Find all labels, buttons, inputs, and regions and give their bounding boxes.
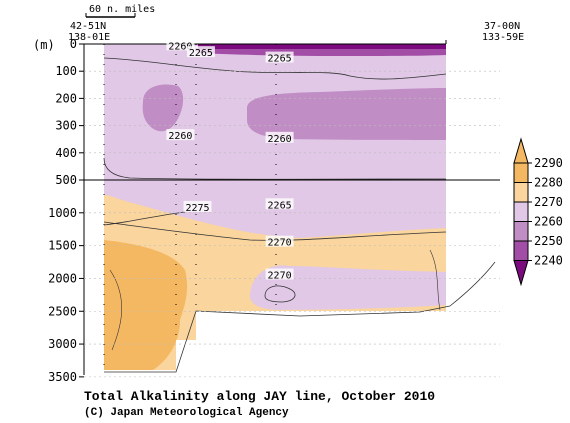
depth-tick-label-3000: 3000 bbox=[48, 337, 77, 351]
end-latitude: 37-00N bbox=[484, 21, 520, 32]
surface-low-band bbox=[195, 47, 446, 56]
contour-label-6: 2275 bbox=[183, 200, 212, 214]
depth-tick-label-500: 500 bbox=[55, 173, 77, 187]
upper-panel bbox=[103, 44, 447, 180]
svg-text:2270: 2270 bbox=[268, 238, 292, 249]
low-alkalinity-deep-lens bbox=[250, 265, 446, 310]
seafloor-mask-east bbox=[196, 311, 450, 375]
contour-2275-lower bbox=[103, 211, 186, 226]
seafloor-outline bbox=[104, 261, 496, 373]
contour-label-5: 2260 bbox=[265, 131, 294, 145]
depth-tick-label-200: 200 bbox=[55, 91, 77, 105]
seafloor-mask-west bbox=[176, 340, 200, 375]
contour-2265-upper bbox=[103, 57, 447, 80]
contour-2265-lower bbox=[103, 221, 447, 241]
contour-deep-1 bbox=[109, 269, 122, 351]
axes: 0 100 200 300 400 500 1000 1500 2000 2500 3000 3500 bbox=[48, 37, 500, 384]
contour-label-3: 2265 bbox=[265, 51, 294, 65]
contour-2270-upper bbox=[103, 157, 447, 180]
contour-label-1: 2260 bbox=[166, 39, 195, 52]
depth-tick-label-100: 100 bbox=[55, 64, 77, 78]
svg-text:2265: 2265 bbox=[189, 48, 213, 59]
depth-tick-label-0: 0 bbox=[70, 37, 77, 51]
colorbar: 2290 2280 2270 2260 2250 2240 bbox=[513, 137, 563, 287]
colorbar-label-2260: 2260 bbox=[534, 215, 563, 229]
colorbar-band-2 bbox=[513, 182, 529, 203]
svg-text:2265: 2265 bbox=[268, 200, 292, 211]
depth-tick-label-3500: 3500 bbox=[48, 370, 77, 384]
colorbar-label-2290: 2290 bbox=[534, 156, 563, 170]
contour-deep-2 bbox=[429, 249, 441, 311]
depth-tick-label-1500: 1500 bbox=[48, 239, 77, 253]
svg-text:2260: 2260 bbox=[168, 41, 192, 52]
high-alkalinity-deep-west bbox=[104, 240, 188, 370]
start-longitude: 138-01E bbox=[68, 32, 110, 43]
chart-title: Total Alkalinity along JAY line, October… bbox=[84, 389, 435, 404]
contour-label-4: 2260 bbox=[166, 129, 195, 142]
colorbar-band-5 bbox=[513, 240, 529, 261]
depth-tick-label-400: 400 bbox=[55, 146, 77, 160]
colorbar-label-2270: 2270 bbox=[534, 195, 563, 209]
depth-tick-label-1000: 1000 bbox=[48, 206, 77, 220]
contour-label-2: 2265 bbox=[186, 46, 215, 59]
surface-min-band bbox=[198, 44, 446, 49]
svg-text:2275: 2275 bbox=[185, 203, 209, 214]
start-latitude: 42-51N bbox=[70, 21, 106, 32]
contour-label-9: 2270 bbox=[265, 268, 294, 282]
scale-bar-label: 60 n. miles bbox=[89, 4, 155, 15]
depth-unit-label: (m) bbox=[33, 38, 55, 52]
svg-text:2260: 2260 bbox=[268, 134, 292, 145]
colorbar-band-1 bbox=[513, 162, 529, 183]
contour-deep-lens bbox=[264, 285, 296, 303]
svg-text:2270: 2270 bbox=[268, 271, 292, 282]
depth-tick-label-2500: 2500 bbox=[48, 304, 77, 318]
low-alkalinity-core-right bbox=[247, 88, 446, 140]
colorbar-label-2240: 2240 bbox=[534, 254, 563, 268]
colorbar-label-2280: 2280 bbox=[534, 176, 563, 190]
contour-label-8: 2270 bbox=[265, 235, 294, 249]
low-alkalinity-core-left bbox=[142, 84, 184, 132]
svg-text:2265: 2265 bbox=[268, 54, 292, 65]
depth-tick-label-2000: 2000 bbox=[48, 271, 77, 285]
contour-label-7: 2265 bbox=[265, 198, 294, 211]
end-longitude: 133-59E bbox=[482, 32, 524, 43]
depth-tick-label-300: 300 bbox=[55, 119, 77, 133]
colorbar-band-3 bbox=[513, 201, 529, 222]
colorbar-extend-high bbox=[513, 137, 529, 164]
credit-line: (C) Japan Meteorological Agency bbox=[84, 407, 289, 419]
svg-text:2260: 2260 bbox=[168, 131, 192, 142]
colorbar-extend-low bbox=[513, 260, 529, 287]
colorbar-label-2250: 2250 bbox=[534, 234, 563, 248]
colorbar-band-4 bbox=[513, 221, 529, 242]
